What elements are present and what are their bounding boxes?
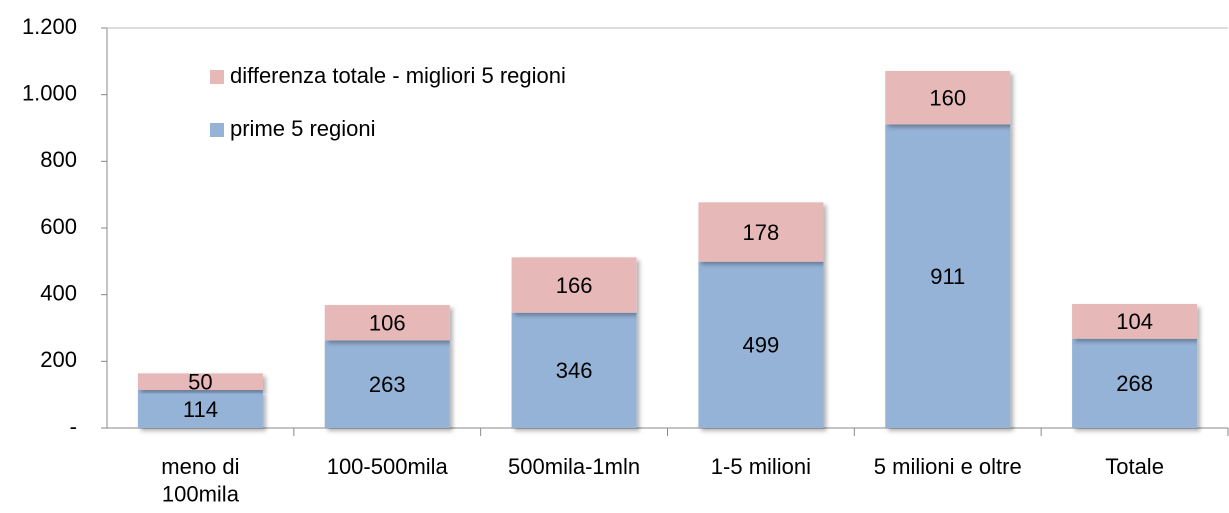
bar-segment	[324, 305, 450, 341]
x-tick-label: 100-500mila	[327, 454, 449, 479]
bar-segment	[698, 202, 824, 262]
data-label: 166	[556, 273, 593, 298]
x-tick-label: 500mila-1mln	[508, 454, 640, 479]
bar-segment	[511, 312, 637, 428]
y-tick-label: 600	[40, 214, 77, 239]
x-tick-label: 1-5 milioni	[711, 454, 811, 479]
y-tick-label: 1.200	[22, 14, 77, 39]
data-label: 50	[188, 369, 212, 394]
bar-segment	[1072, 338, 1198, 428]
bar-segment	[885, 124, 1011, 428]
y-tick-label: 200	[40, 347, 77, 372]
data-label: 114	[183, 397, 218, 422]
data-label: 160	[929, 85, 966, 110]
y-tick-label: -	[70, 414, 77, 439]
bar-segment	[511, 257, 637, 313]
data-label: 911	[930, 264, 965, 289]
bar-segment	[1072, 304, 1198, 339]
legend-swatch	[210, 123, 224, 137]
legend-swatch	[210, 70, 224, 84]
data-label: 268	[1116, 371, 1153, 396]
data-label: 263	[369, 372, 406, 397]
x-tick-label: 5 milioni e oltre	[874, 454, 1022, 479]
bar-segment	[324, 340, 450, 428]
bar-segment	[137, 373, 263, 390]
y-tick-label: 1.000	[22, 80, 77, 105]
data-label: 499	[743, 333, 780, 358]
x-tick-label: Totale	[1105, 454, 1164, 479]
bar-segment	[137, 390, 263, 428]
x-tick-label: meno di 100mila	[161, 454, 239, 507]
data-label: 104	[1116, 309, 1153, 334]
y-tick-label: 400	[40, 280, 77, 305]
data-label: 346	[556, 358, 593, 383]
data-label: 178	[743, 220, 780, 245]
y-tick-label: 800	[40, 147, 77, 172]
bar-segment	[885, 71, 1011, 125]
legend-label: prime 5 regioni	[230, 116, 376, 141]
legend-label: differenza totale - migliori 5 regioni	[230, 63, 566, 88]
bar-segment	[698, 261, 824, 428]
data-label: 106	[369, 310, 406, 335]
